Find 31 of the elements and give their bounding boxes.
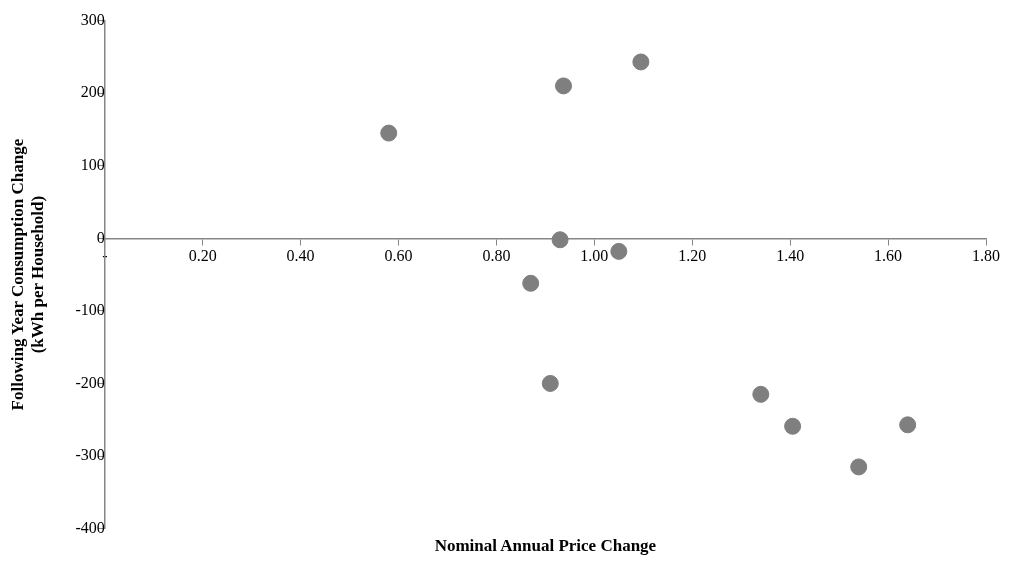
x-tick-label: 0.40 bbox=[286, 247, 315, 265]
point bbox=[610, 242, 628, 260]
point bbox=[784, 417, 802, 435]
x-tick-label: 1.60 bbox=[874, 247, 903, 265]
x-tick-label: 0.60 bbox=[384, 247, 413, 265]
y-tick-label: 0 bbox=[96, 228, 105, 246]
y-axis-title: Following Year Consumption Change (kWh per Household) bbox=[7, 138, 47, 411]
point bbox=[850, 458, 868, 476]
x-tick-label: - bbox=[102, 247, 108, 265]
y-tick-label: -400 bbox=[75, 518, 105, 536]
point bbox=[752, 385, 770, 403]
point bbox=[522, 274, 540, 292]
y-tick-label: 300 bbox=[80, 10, 105, 28]
point bbox=[555, 77, 573, 95]
point bbox=[899, 416, 917, 434]
y-tick-label: -300 bbox=[75, 446, 105, 464]
y-tick-label: -200 bbox=[75, 373, 105, 391]
point bbox=[632, 53, 650, 71]
x-axis-title: Nominal Annual Price Change bbox=[434, 536, 657, 556]
y-tick-label: 100 bbox=[80, 155, 105, 173]
point bbox=[380, 124, 398, 142]
x-tick-label: 1.80 bbox=[972, 247, 1000, 265]
x-tick-label: 1.40 bbox=[776, 247, 805, 265]
x-tick-label: 0.20 bbox=[188, 247, 217, 265]
point bbox=[551, 231, 569, 249]
x-tick-label: 1.00 bbox=[580, 247, 609, 265]
y-tick-label: -100 bbox=[75, 301, 105, 319]
point bbox=[541, 374, 559, 392]
x-tick-label: 0.80 bbox=[482, 247, 511, 265]
y-tick-label: 200 bbox=[80, 83, 105, 101]
x-tick-label: 1.20 bbox=[678, 247, 707, 265]
